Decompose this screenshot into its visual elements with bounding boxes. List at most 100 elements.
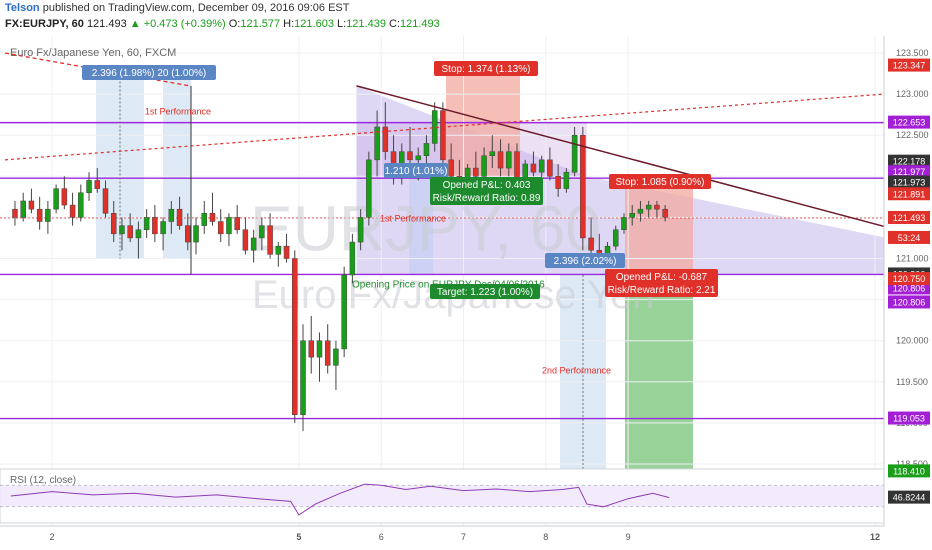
price-label-badge-bg bbox=[888, 154, 930, 168]
plot-background bbox=[0, 36, 884, 466]
low-label: L: bbox=[337, 18, 347, 30]
chart-title: Euro Fx/Japanese Yen, 60, FXCM bbox=[10, 47, 176, 59]
candle-body bbox=[538, 159, 545, 173]
candle-body bbox=[563, 171, 570, 189]
target-zone-2 bbox=[625, 274, 693, 472]
candle-body bbox=[61, 188, 68, 206]
author-link[interactable]: Telson bbox=[5, 2, 40, 14]
candle-body bbox=[366, 159, 372, 218]
open-value: 121.577 bbox=[240, 18, 281, 30]
price-label-badge-bg bbox=[888, 58, 930, 72]
time-tick-label: 8 bbox=[543, 532, 548, 542]
candle-body bbox=[160, 221, 166, 235]
price-label-badge-bg bbox=[888, 272, 930, 286]
candle-body bbox=[423, 143, 430, 156]
stop-zone-2 bbox=[625, 184, 693, 275]
target-badge-1: Target: 1.223 (1.00%) bbox=[437, 287, 533, 298]
candle-body bbox=[629, 213, 635, 218]
time-tick-label: 7 bbox=[461, 532, 466, 542]
price-label-badge: 121.977 bbox=[893, 167, 926, 177]
price-label-badge: 53:24 bbox=[898, 233, 921, 243]
rsi-band bbox=[0, 485, 884, 507]
triangle-range-box: 1.210 (1.01%) bbox=[385, 166, 448, 177]
candle-body bbox=[201, 213, 208, 226]
candle-body bbox=[407, 151, 413, 161]
pnl-badge-2: Opened P&L: -0.687 bbox=[616, 272, 708, 283]
candle-body bbox=[588, 237, 594, 251]
triangle-range-box-bg bbox=[384, 163, 448, 178]
candle-body bbox=[489, 151, 496, 156]
high-value: 121.603 bbox=[294, 18, 334, 30]
candle-body bbox=[78, 192, 84, 218]
candle-body bbox=[127, 225, 133, 239]
price-label-badge: 118.410 bbox=[893, 466, 925, 476]
price-label-badge: 120.806 bbox=[893, 283, 926, 293]
time-tick-label: 12 bbox=[870, 532, 880, 542]
performance-label-2: 2nd Performance bbox=[542, 366, 611, 376]
price-label-badge-bg bbox=[888, 464, 930, 478]
rsi-label: RSI (12, close) bbox=[10, 475, 76, 486]
candle-body bbox=[547, 159, 553, 177]
performance-box-1: 2.396 (1.98%) 20 (1.00%) bbox=[92, 68, 207, 79]
price-label-badge: 123.347 bbox=[893, 61, 926, 71]
candle-body bbox=[580, 134, 586, 239]
price-label-badge-bg bbox=[888, 210, 930, 224]
candle-body bbox=[275, 245, 282, 255]
candle-body bbox=[637, 208, 644, 214]
candle-body bbox=[152, 217, 158, 235]
price-label-badge-bg bbox=[888, 411, 930, 425]
candle-body bbox=[119, 225, 125, 235]
price-label-badge: 120.750 bbox=[893, 274, 926, 284]
candle-body bbox=[316, 340, 323, 358]
price-tick-label: 123.500 bbox=[896, 48, 929, 58]
candle-body bbox=[176, 208, 183, 226]
pnl-badge-1-bg bbox=[430, 177, 543, 192]
candle-body bbox=[341, 274, 347, 350]
price-label-badge: 121.973 bbox=[893, 178, 926, 188]
candle-body bbox=[234, 217, 240, 230]
candle-body bbox=[185, 225, 191, 243]
candle-body bbox=[36, 208, 43, 222]
stop-badge-1: Stop: 1.374 (1.13%) bbox=[442, 64, 531, 75]
symbol-name[interactable]: FX:EURJPY, 60 bbox=[5, 18, 84, 30]
candle-body bbox=[613, 229, 619, 247]
target-badge-1-bg bbox=[430, 284, 540, 299]
price-label-badge: 122.178 bbox=[893, 157, 926, 167]
stop-badge-1-bg bbox=[434, 61, 538, 76]
price-label-badge: 121.493 bbox=[893, 213, 926, 223]
publish-info: published on TradingView.com, December 0… bbox=[42, 2, 350, 14]
performance-label-1: 1st Performance bbox=[145, 107, 211, 117]
candle-body bbox=[506, 151, 512, 169]
price-label-badge: 121.891 bbox=[893, 189, 926, 199]
time-tick-label: 6 bbox=[379, 532, 384, 542]
candle-body bbox=[448, 159, 454, 177]
candle-body bbox=[497, 151, 504, 169]
price-tick-label: 119.500 bbox=[896, 377, 928, 387]
candle-body bbox=[143, 217, 150, 230]
price-tick-label: 121.000 bbox=[896, 254, 929, 264]
candle-body bbox=[374, 126, 380, 161]
price-label-badge: 122.653 bbox=[893, 118, 926, 128]
candle-body bbox=[415, 155, 421, 161]
triangle-zone bbox=[356, 85, 932, 275]
candle-body bbox=[473, 167, 479, 177]
candle-body bbox=[571, 134, 578, 173]
candle-body bbox=[86, 180, 92, 193]
candle-body bbox=[555, 176, 561, 189]
price-label-badge-bg bbox=[888, 230, 930, 244]
candle-body bbox=[69, 204, 76, 218]
price-change: ▲ +0.473 (+0.39%) bbox=[129, 18, 226, 30]
rr-badge-2: Risk/Reward Ratio: 2.21 bbox=[608, 285, 716, 296]
candle-body bbox=[292, 258, 298, 415]
candle-body bbox=[530, 163, 537, 173]
price-label-badge-bg bbox=[888, 115, 930, 129]
candle-body bbox=[357, 217, 364, 243]
price-label-badge-bg bbox=[888, 295, 930, 309]
symbol-line: FX:EURJPY, 60 121.493 ▲ +0.473 (+0.39%) … bbox=[5, 18, 440, 30]
close-label: C: bbox=[389, 18, 401, 30]
candle-body bbox=[20, 200, 26, 218]
close-value: 121.493 bbox=[400, 18, 440, 30]
performance-box-2-bg bbox=[545, 253, 625, 268]
candle-body bbox=[481, 155, 487, 177]
